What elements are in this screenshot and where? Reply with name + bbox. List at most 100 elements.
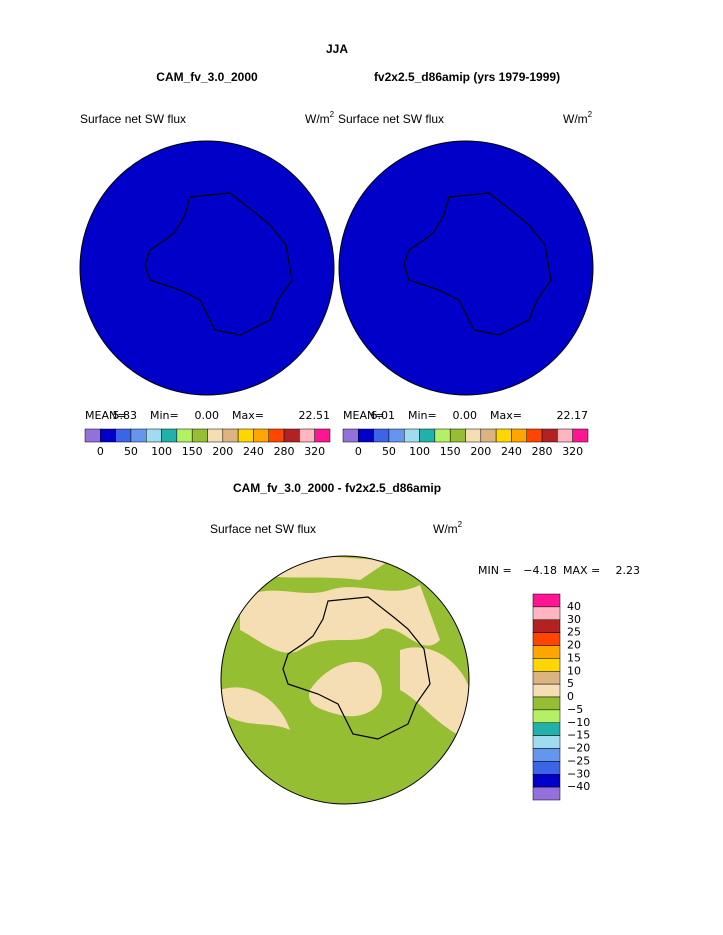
colorbar-box [532, 735, 561, 749]
colorbar-label: 150 [440, 445, 461, 458]
min-value: −4.18 [523, 564, 557, 577]
colorbar-box [532, 722, 561, 736]
variable-name: Surface net SW flux [210, 522, 316, 536]
colorbar-label: 40 [567, 600, 581, 613]
colorbar-box [253, 428, 269, 443]
colorbar-label: 320 [304, 445, 325, 458]
colorbar-box [283, 428, 300, 443]
colorbar-box [480, 428, 497, 443]
variable-name: Surface net SW flux [80, 112, 186, 126]
colorbar-box [532, 606, 561, 620]
colorbar-label: 0 [567, 690, 574, 703]
colorbar-box [434, 428, 451, 443]
units-text: W/m [563, 112, 588, 126]
colorbar-box [526, 428, 543, 443]
max-label: Max= [490, 409, 522, 422]
colorbar-box [176, 428, 193, 443]
mean-label: MEAN= [85, 409, 126, 422]
min-label: Min= [408, 409, 437, 422]
min-value: 0.00 [195, 409, 220, 422]
colorbar-box [511, 428, 527, 443]
colorbar-box [532, 671, 561, 685]
colorbar-box [419, 428, 436, 443]
colorbar-label: 20 [567, 639, 581, 652]
min-label: MIN = [478, 564, 512, 577]
colorbar-box [161, 428, 178, 443]
colorbar-label: 5 [567, 677, 574, 690]
units-power: 2 [588, 110, 593, 119]
colorbar-label: −40 [567, 780, 590, 793]
map-left [79, 140, 335, 396]
colorbar-label: 240 [501, 445, 522, 458]
colorbar-box [314, 428, 331, 443]
colorbar-box [532, 593, 561, 608]
colorbar-label: 280 [532, 445, 553, 458]
colorbar-box [237, 428, 254, 443]
colorbar-box [532, 645, 561, 659]
colorbar-label: 200 [212, 445, 233, 458]
map-right [338, 140, 594, 396]
colorbar-label: 25 [567, 626, 581, 639]
colorbar-box [495, 428, 512, 443]
colorbar-box [268, 428, 285, 443]
colorbar-box [388, 428, 405, 443]
colorbar-box [532, 632, 561, 646]
colorbar-box [465, 428, 482, 443]
units-power: 2 [458, 520, 463, 529]
colorbar-box [100, 428, 116, 443]
colorbar-box [557, 428, 573, 443]
units: W/m2 [563, 110, 593, 126]
colorbar-box [191, 428, 208, 443]
colorbar-box [532, 786, 561, 801]
units-power: 2 [330, 110, 335, 119]
units: W/m2 [305, 110, 335, 126]
case-name: CAM_fv_3.0_2000 [156, 70, 258, 84]
colorbar-box [130, 428, 147, 443]
colorbar-box [373, 428, 390, 443]
units-text: W/m [305, 112, 330, 126]
colorbar-box [532, 696, 561, 711]
colorbar-box [572, 428, 589, 443]
max-value: 22.51 [299, 409, 331, 422]
colorbar-box [207, 428, 224, 443]
colorbar-box [532, 774, 561, 788]
colorbar-box [146, 428, 162, 443]
colorbar-label: −15 [567, 729, 590, 742]
max-label: MAX = [563, 564, 600, 577]
colorbar-label: 320 [562, 445, 583, 458]
min-label: Min= [150, 409, 179, 422]
colorbar-label: 10 [567, 664, 581, 677]
colorbar-box [532, 619, 561, 633]
colorbar-label: 240 [243, 445, 264, 458]
colorbar-box [532, 683, 561, 698]
units: W/m2 [433, 520, 463, 536]
colorbar-label: 30 [567, 613, 581, 626]
title: JJA [326, 42, 348, 56]
map-difference [220, 555, 470, 805]
colorbar-box [532, 709, 561, 723]
mean-value: 5.83 [113, 409, 138, 422]
max-label: Max= [232, 409, 264, 422]
colorbar-box [222, 428, 239, 443]
colorbar-label: −20 [567, 742, 590, 755]
min-value: 0.00 [453, 409, 478, 422]
mean-label: MEAN= [343, 409, 384, 422]
colorbar-box [532, 748, 561, 762]
colorbar-box [299, 428, 315, 443]
colorbar-label: 150 [182, 445, 203, 458]
colorbar-label: 200 [470, 445, 491, 458]
difference-title: CAM_fv_3.0_2000 - fv2x2.5_d86amip [233, 481, 441, 495]
case-name: fv2x2.5_d86amip (yrs 1979-1999) [374, 70, 560, 84]
colorbar-label: 0 [97, 445, 104, 458]
colorbar-label: 280 [274, 445, 295, 458]
colorbar-label: 0 [355, 445, 362, 458]
colorbar-label: −10 [567, 716, 590, 729]
max-value: 22.17 [557, 409, 589, 422]
colorbar-box [84, 428, 101, 443]
colorbar-box [449, 428, 466, 443]
colorbar-box [404, 428, 420, 443]
colorbar-label: 50 [382, 445, 396, 458]
colorbar-label: 15 [567, 651, 581, 664]
max-value: 2.23 [616, 564, 641, 577]
